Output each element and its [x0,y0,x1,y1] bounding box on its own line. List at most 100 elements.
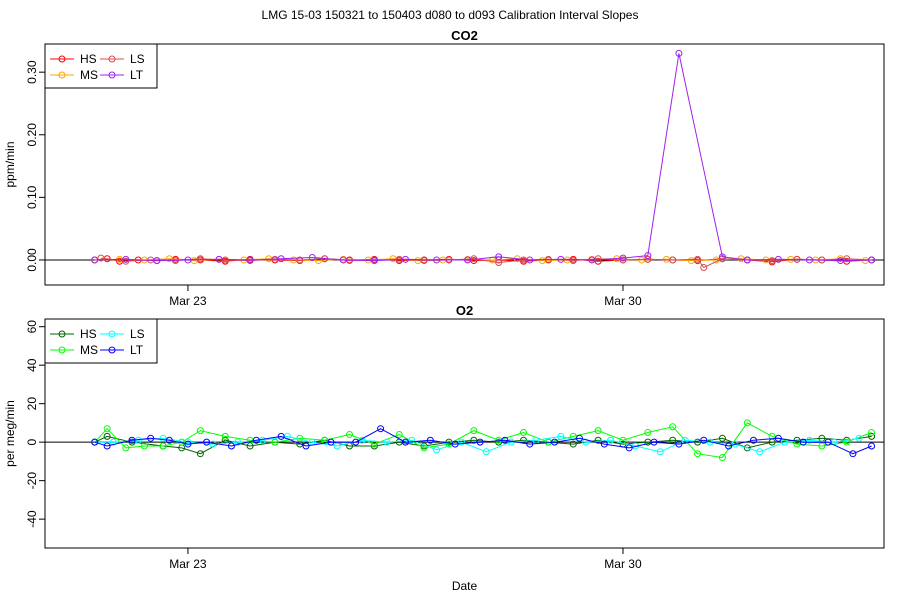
co2-point-ms [165,255,173,263]
o2-point-ms [395,430,403,438]
o2-point-ls [855,434,863,442]
co2-point-ls [420,257,428,265]
o2-legend: HS MS LS LT [44,318,158,364]
co2-point-lt [246,256,254,264]
o2-y-tick-label: 20 [25,397,39,411]
co2-y-tick-label: 0.00 [25,248,39,272]
o2-point-ls [333,442,341,450]
o2-point-ls [607,436,615,444]
o2-point-hs [743,444,751,452]
o2-legend-label: MS [80,343,98,357]
o2-point-ls [805,436,813,444]
o2-y-axis-label: per meg/min [3,400,17,467]
o2-point-lt [849,450,857,458]
co2-point-lt [308,253,316,261]
o2-point-lt [184,440,192,448]
o2-point-hs [495,438,503,446]
co2-legend-marker [58,55,66,63]
o2-y-tick-label: 60 [25,320,39,334]
co2-line-ls [100,257,872,269]
o2-point-ls [582,438,590,446]
co2-point-lt [370,257,378,265]
o2-point-ms [159,442,167,450]
o2-point-lt [227,442,235,450]
co2-point-lt [495,253,503,261]
co2-point-lt [644,252,652,260]
o2-point-lt [868,442,876,450]
co2-point-ls [296,256,304,264]
o2-line-hs [94,435,872,455]
co2-point-lt [675,49,683,57]
co2-point-lt [557,255,565,263]
o2-point-hs [868,432,876,440]
o2-point-ms [470,427,478,435]
o2-point-ms [818,442,826,450]
o2-point-ls [234,438,242,446]
o2-point-ls [184,438,192,446]
o2-point-ms [868,429,876,437]
o2-point-ms [843,438,851,446]
o2-point-ms [140,442,148,450]
co2-legend-marker [108,71,116,79]
o2-point-lt [575,434,583,442]
co2-point-ls [843,255,851,263]
o2-point-lt [774,434,782,442]
co2-series-lt [91,49,876,265]
co2-legend-label: MS [80,68,98,82]
o2-point-lt [600,440,608,448]
co2-point-lt [743,256,751,264]
co2-x-tick-label: Mar 23 [169,294,207,308]
o2-line-lt [94,428,872,455]
o2-legend-marker [58,330,66,338]
o2-point-hs [103,432,111,440]
o2-point-ms [271,438,279,446]
panels: CO2 0.00 0.10 0.20 0.30 Mar 23 Mar 30 ppm/min HS… [3,28,885,593]
co2-point-lt [619,254,627,262]
o2-point-hs [128,438,136,446]
o2-point-ls [408,436,416,444]
o2-point-ls [457,438,465,446]
o2-point-ms [122,444,130,452]
o2-point-lt [401,438,409,446]
co2-point-ls [196,255,204,263]
o2-legend-label: LT [130,343,144,357]
o2-x-tick-label: Mar 30 [604,557,642,571]
o2-point-ms [669,423,677,431]
o2-point-lt [327,438,335,446]
co2-point-lt [433,256,441,264]
o2-point-hs [569,440,577,448]
o2-point-ls [433,446,441,454]
o2-series-lt [91,425,876,458]
o2-point-ls [482,448,490,456]
co2-point-ls [569,257,577,265]
co2-point-ls [644,255,652,263]
o2-point-lt [749,436,757,444]
o2-y-tick-label: -20 [25,472,39,490]
o2-point-lt [91,438,99,446]
o2-point-hs [196,450,204,458]
o2-point-ms [346,430,354,438]
o2-point-lt [103,442,111,450]
o2-point-lt [352,438,360,446]
co2-title: CO2 [451,28,478,43]
o2-point-lt [147,434,155,442]
co2-point-ls [700,263,708,271]
o2-plot-frame [44,318,885,549]
o2-legend-marker [108,346,116,354]
o2-point-ls [507,438,515,446]
o2-legend-marker [58,346,66,354]
o2-point-ms [718,454,726,462]
o2-y-tick-label: -40 [25,510,39,528]
co2-legend-marker [58,71,66,79]
o2-point-lt [252,436,260,444]
co2-point-ls [97,254,105,262]
o2-point-lt [203,438,211,446]
o2-point-lt [426,436,434,444]
o2-point-ms [594,427,602,435]
main-title: LMG 15-03 150321 to 150403 d080 to d093 … [262,8,639,22]
co2-legend-marker [108,55,116,63]
o2-point-hs [694,438,702,446]
o2-point-hs [370,442,378,450]
o2-point-hs [594,436,602,444]
